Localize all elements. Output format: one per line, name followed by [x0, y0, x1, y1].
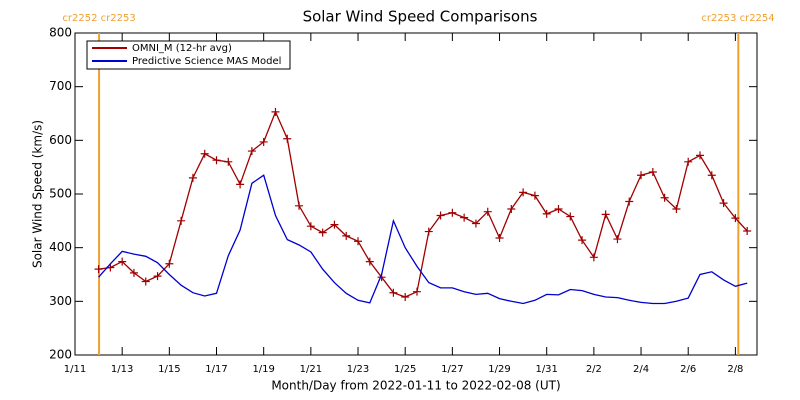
point-marker [424, 227, 433, 236]
point-marker [707, 171, 716, 180]
series-line [98, 110, 748, 298]
point-marker [448, 208, 457, 217]
point-marker [743, 227, 752, 236]
point-marker [212, 156, 221, 165]
annotation-label: cr2252 cr2253 [62, 13, 135, 24]
point-marker [354, 237, 363, 246]
point-marker [495, 234, 504, 243]
point-marker [342, 231, 351, 240]
point-marker [389, 288, 398, 297]
point-marker [519, 188, 528, 197]
y-axis-label: Solar Wind Speed (km/s) [31, 120, 45, 268]
point-marker [247, 147, 256, 156]
plot-frame [74, 32, 758, 356]
point-marker [471, 219, 480, 228]
point-marker [660, 193, 669, 202]
x-tick-label: 2/4 [633, 364, 649, 375]
legend-label: OMNI_M (12-hr avg) [132, 43, 232, 54]
point-marker [283, 134, 292, 143]
point-marker [719, 199, 728, 208]
point-marker [365, 257, 374, 266]
point-marker [165, 259, 174, 268]
point-marker [118, 257, 127, 266]
x-tick-label: 1/17 [205, 364, 227, 375]
x-tick-label: 2/6 [680, 364, 696, 375]
point-marker [306, 222, 315, 231]
point-marker [188, 173, 197, 182]
point-marker [589, 253, 598, 262]
point-marker [637, 171, 646, 180]
point-marker [436, 211, 445, 220]
point-marker [141, 277, 150, 286]
y-tick-label: 800 [49, 26, 72, 40]
point-marker [318, 228, 327, 237]
y-tick-label: 300 [49, 294, 72, 308]
x-tick-label: 1/11 [64, 364, 86, 375]
point-marker [696, 151, 705, 160]
point-marker [648, 167, 657, 176]
y-tick-label: 500 [49, 187, 72, 201]
annotation-label: cr2253 cr2254 [701, 13, 774, 24]
point-marker [94, 265, 103, 274]
x-tick-label: 1/13 [111, 364, 133, 375]
legend-label: Predictive Science MAS Model [132, 56, 281, 67]
x-tick-label: 1/19 [252, 364, 274, 375]
point-marker [672, 205, 681, 214]
point-marker [271, 107, 280, 116]
point-marker [401, 293, 410, 302]
x-tick-label: 1/31 [535, 364, 557, 375]
point-marker [507, 205, 516, 214]
point-marker [236, 180, 245, 189]
x-tick-label: 1/25 [394, 364, 416, 375]
x-tick-label: 1/29 [488, 364, 510, 375]
y-tick-label: 700 [49, 79, 72, 93]
x-tick-label: 1/23 [347, 364, 369, 375]
point-marker [177, 216, 186, 225]
y-tick-label: 400 [49, 240, 72, 254]
point-marker [566, 212, 575, 221]
point-marker [412, 287, 421, 296]
x-tick-label: 1/21 [300, 364, 322, 375]
x-tick-label: 1/15 [158, 364, 180, 375]
y-tick-label: 200 [49, 348, 72, 362]
x-tick-label: 2/2 [586, 364, 602, 375]
point-marker [554, 205, 563, 214]
point-marker [731, 214, 740, 223]
point-marker [259, 137, 268, 146]
point-marker [224, 157, 233, 166]
legend-box [86, 40, 291, 70]
point-marker [460, 213, 469, 222]
point-marker [295, 201, 304, 210]
point-marker [613, 235, 622, 244]
point-marker [129, 268, 138, 277]
series-line [98, 174, 748, 305]
point-marker [483, 207, 492, 216]
point-marker [330, 220, 339, 229]
point-marker [200, 149, 209, 158]
point-marker [530, 191, 539, 200]
x-axis-label: Month/Day from 2022-01-11 to 2022-02-08 … [271, 379, 560, 393]
point-marker [625, 197, 634, 206]
point-marker [684, 157, 693, 166]
chart-title: Solar Wind Speed Comparisons [303, 8, 538, 26]
x-tick-label: 1/27 [441, 364, 463, 375]
y-tick-label: 600 [49, 133, 72, 147]
point-marker [542, 209, 551, 218]
point-marker [153, 272, 162, 281]
point-marker [601, 210, 610, 219]
point-marker [578, 236, 587, 245]
x-tick-label: 2/8 [727, 364, 743, 375]
